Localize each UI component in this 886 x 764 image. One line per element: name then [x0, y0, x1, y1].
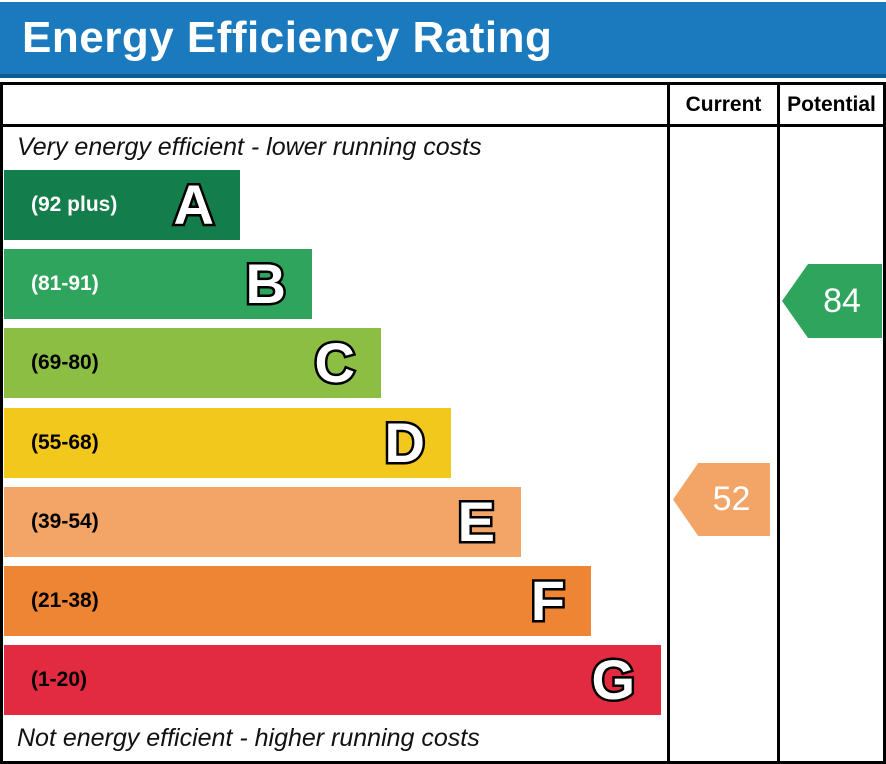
band-range-label: (21-38): [31, 589, 99, 612]
potential-rating-value: 84: [823, 281, 861, 320]
page-title: Energy Efficiency Rating: [22, 13, 553, 62]
band-letter: F: [528, 569, 567, 632]
band-letter: A: [171, 173, 217, 236]
band-letter: D: [382, 411, 428, 474]
band-letter: B: [243, 252, 289, 315]
column-divider-current: [667, 82, 670, 761]
band-range-label: (81-91): [31, 272, 99, 295]
title-banner: Energy Efficiency Rating: [0, 2, 886, 78]
band-range-label: (39-54): [31, 510, 99, 533]
band-row-c: (69-80) C: [4, 328, 381, 398]
caption-most-efficient: Very energy efficient - lower running co…: [17, 133, 482, 161]
band-range-label: (69-80): [31, 351, 99, 374]
header-divider: [0, 124, 886, 127]
band-row-b: (81-91) B: [4, 249, 312, 319]
band-range-label: (55-68): [31, 431, 99, 454]
band-row-a: (92 plus) A: [4, 170, 240, 240]
band-row-e: (39-54) E: [4, 487, 521, 557]
band-letter: G: [589, 648, 638, 711]
band-letter: E: [455, 490, 497, 553]
band-row-f: (21-38) F: [4, 566, 591, 636]
caption-least-efficient: Not energy efficient - higher running co…: [17, 724, 480, 752]
band-row-d: (55-68) D: [4, 408, 451, 478]
band-range-label: (1-20): [31, 668, 88, 691]
column-divider-potential: [777, 82, 780, 761]
header-current-label: Current: [685, 92, 762, 116]
band-range-label: (92 plus): [31, 193, 118, 216]
band-letter: C: [312, 331, 358, 394]
current-rating-value: 52: [712, 480, 751, 518]
band-row-g: (1-20) G: [4, 645, 661, 715]
header-potential-label: Potential: [787, 92, 876, 116]
